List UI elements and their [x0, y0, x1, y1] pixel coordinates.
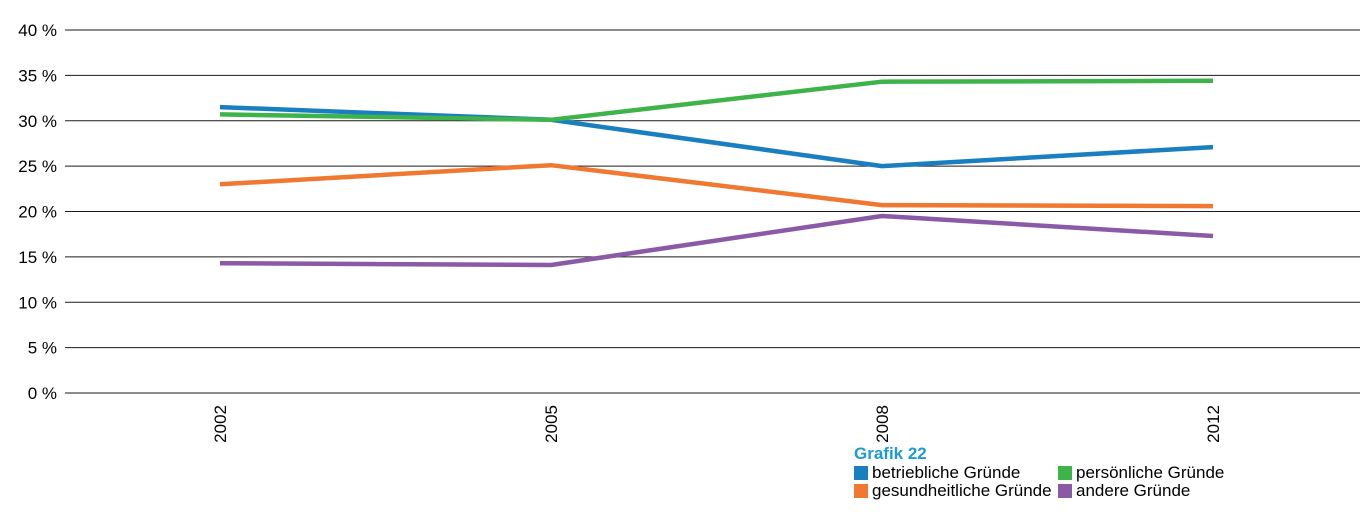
legend-item: andere Gründe — [1058, 482, 1338, 500]
legend: Grafik 22 betriebliche Gründe persönliche… — [854, 444, 1354, 500]
y-tick-label: 35 % — [18, 66, 57, 85]
y-tick-label: 15 % — [18, 248, 57, 267]
y-axis-ticks: 0 % 5 % 10 % 15 % 20 % 25 % 30 % 35 % 40 % — [18, 21, 57, 403]
legend-label: andere Gründe — [1076, 481, 1191, 500]
legend-swatch — [1058, 466, 1072, 480]
series-line-0 — [219, 104, 1214, 169]
x-tick-label: 2012 — [1204, 405, 1223, 443]
legend-items: betriebliche Gründe persönliche Gründe ges… — [854, 464, 1354, 500]
series-lines — [219, 78, 1214, 268]
series-line-3 — [219, 213, 1214, 268]
legend-item: persönliche Gründe — [1058, 464, 1338, 482]
series-line-1 — [219, 78, 1214, 123]
legend-swatch — [1058, 484, 1072, 498]
y-tick-label: 40 % — [18, 21, 57, 40]
legend-item: betriebliche Gründe — [854, 464, 1058, 482]
legend-swatch — [854, 466, 868, 480]
legend-item: gesundheitliche Gründe — [854, 482, 1058, 500]
legend-swatch — [854, 484, 868, 498]
legend-label: betriebliche Gründe — [872, 463, 1021, 482]
y-tick-label: 5 % — [28, 339, 57, 358]
legend-label: persönliche Gründe — [1076, 463, 1225, 482]
y-tick-label: 0 % — [28, 384, 57, 403]
y-tick-label: 20 % — [18, 203, 57, 222]
x-tick-label: 2008 — [873, 405, 892, 443]
series-line-2 — [219, 162, 1214, 209]
y-tick-label: 25 % — [18, 157, 57, 176]
x-tick-label: 2002 — [211, 405, 230, 443]
x-tick-label: 2005 — [542, 405, 561, 443]
legend-title: Grafik 22 — [854, 444, 927, 463]
x-axis-ticks: 2002 2005 2008 2012 — [211, 405, 1223, 443]
grid-lines — [65, 29, 1360, 394]
y-tick-label: 10 % — [18, 293, 57, 312]
legend-label: gesundheitliche Gründe — [872, 481, 1052, 500]
y-tick-label: 30 % — [18, 112, 57, 131]
